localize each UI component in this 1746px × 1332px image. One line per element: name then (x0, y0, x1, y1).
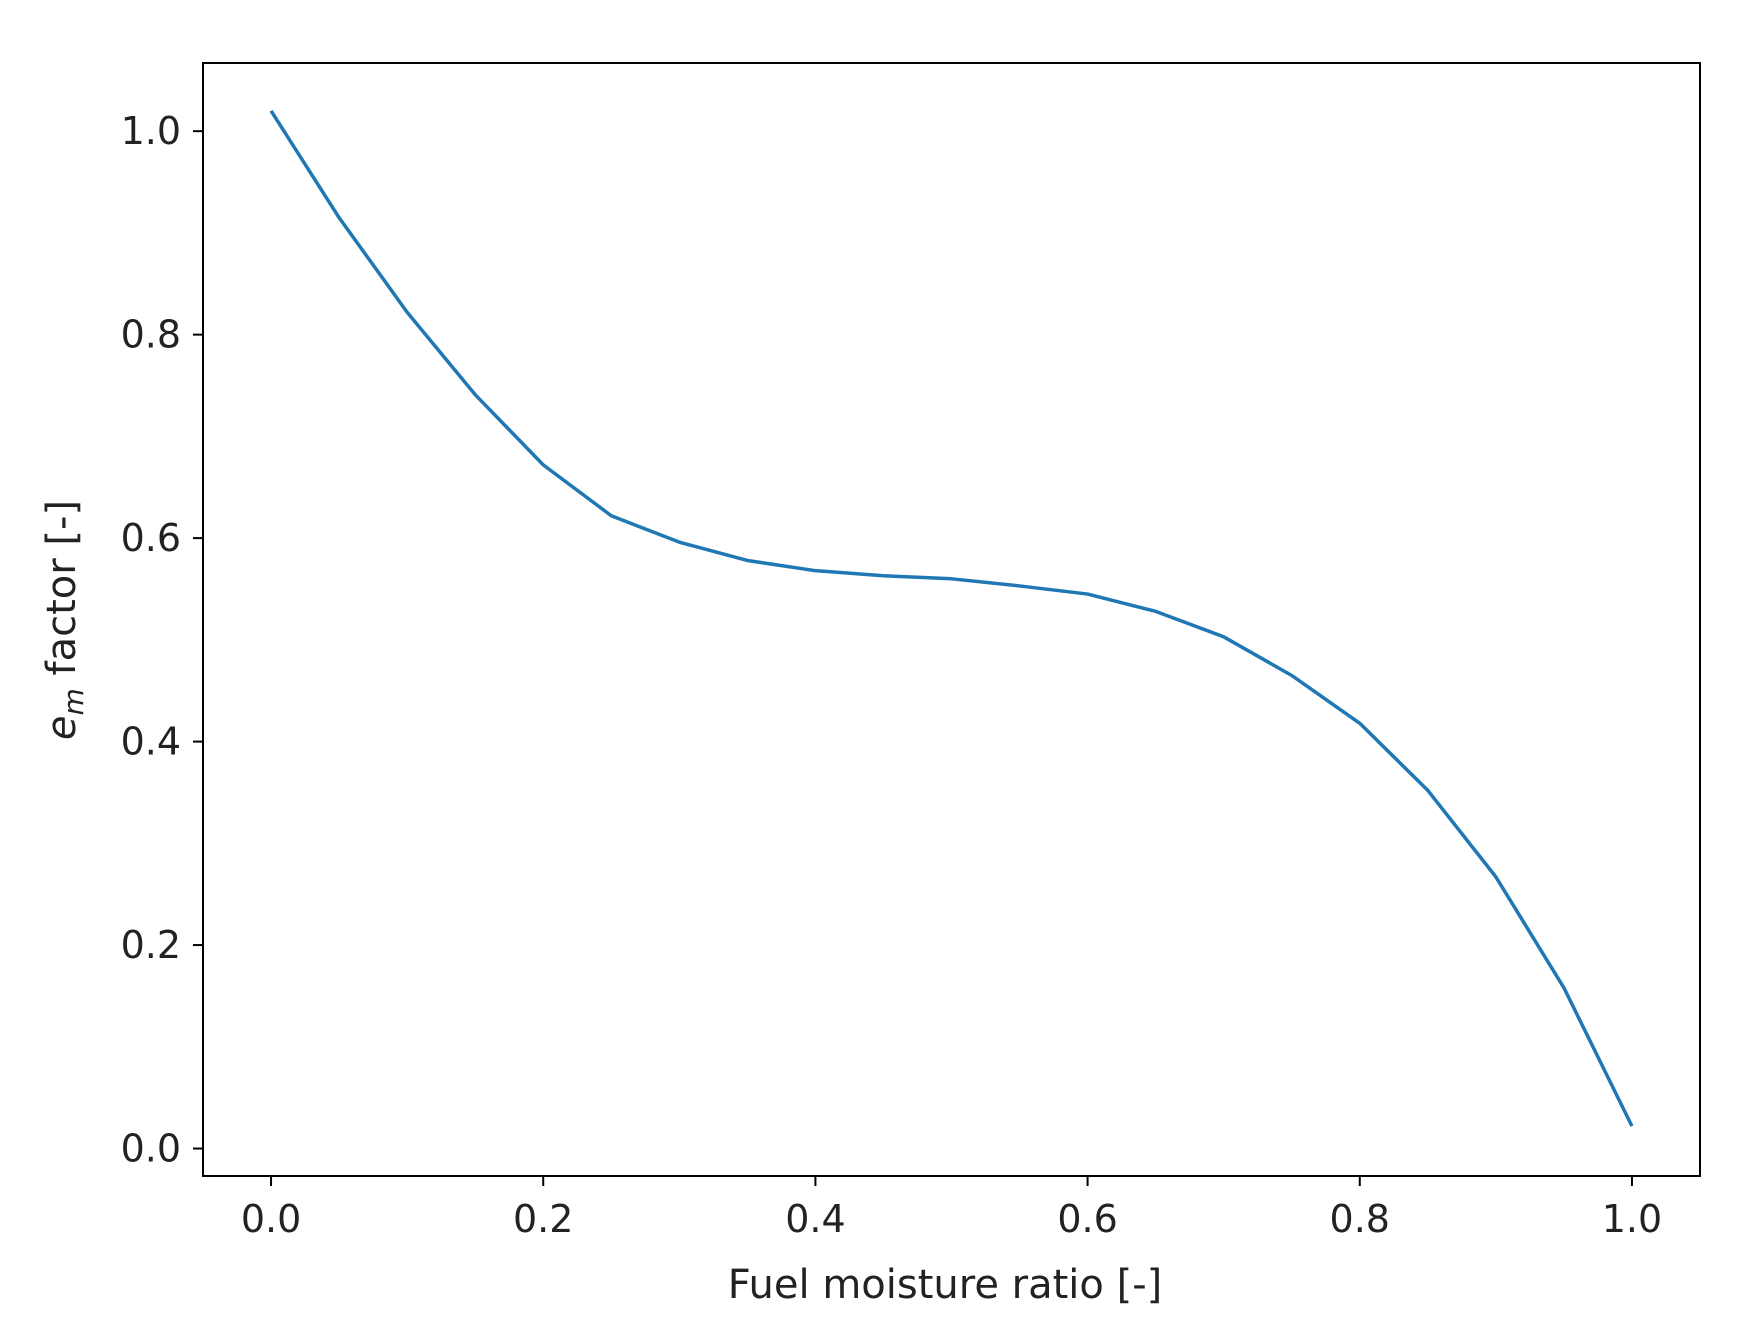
x-axis-label: Fuel moisture ratio [-] (728, 1262, 1163, 1308)
y-axis-label-base: e (39, 715, 85, 740)
y-axis: 0.0 0.2 0.4 0.6 0.8 1.0 (121, 109, 203, 1171)
y-tick-label-3: 0.6 (121, 516, 181, 560)
plot-area (269, 109, 1634, 1127)
x-tick-label-3: 0.6 (1057, 1197, 1117, 1241)
x-tick-label-2: 0.4 (785, 1197, 845, 1241)
series-line-0 (269, 109, 1634, 1127)
x-tick-label-0: 0.0 (241, 1197, 301, 1241)
y-axis-label-subscript: m (57, 688, 90, 715)
x-tick-label-1: 0.2 (513, 1197, 573, 1241)
y-tick-label-0: 0.0 (121, 1127, 181, 1171)
y-tick-label-5: 1.0 (121, 109, 181, 153)
x-tick-label-5: 1.0 (1602, 1197, 1662, 1241)
y-tick-label-1: 0.2 (121, 923, 181, 967)
plot-frame (202, 62, 1701, 1177)
y-tick-label-4: 0.8 (121, 313, 181, 357)
x-tick-label-4: 0.8 (1330, 1197, 1390, 1241)
y-axis-label: em factor [-] (39, 500, 90, 740)
x-axis: 0.0 0.2 0.4 0.6 0.8 1.0 (241, 1176, 1662, 1241)
y-tick-label-2: 0.4 (121, 720, 181, 764)
y-axis-label-rest: factor [-] (39, 500, 85, 688)
